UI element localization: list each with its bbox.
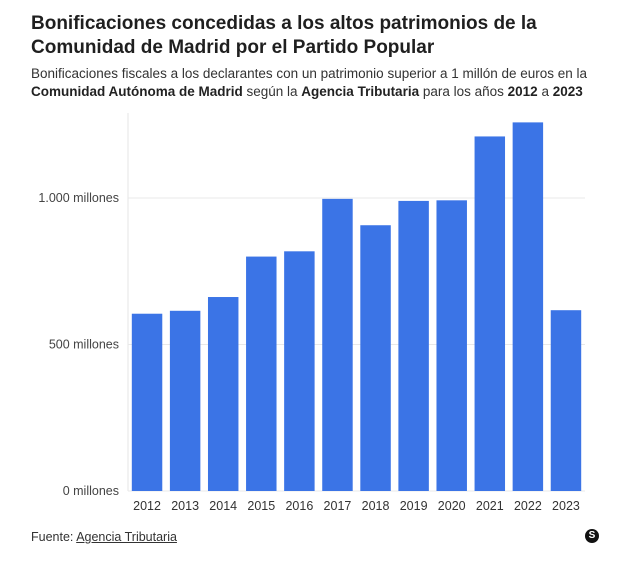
bar: [550, 310, 582, 491]
x-tick-label: 2020: [438, 499, 466, 513]
y-tick-label: 0 millones: [63, 484, 119, 498]
x-tick-label: 2015: [247, 499, 275, 513]
subtitle-part: según la: [242, 84, 302, 99]
bar: [474, 136, 506, 491]
source-link[interactable]: Agencia Tributaria: [76, 530, 177, 544]
source-note: Fuente: Agencia Tributaria: [31, 530, 177, 544]
bar: [398, 200, 429, 491]
chart-subtitle: Bonificaciones fiscales a los declarante…: [31, 65, 616, 101]
x-tick-label: 2022: [514, 499, 542, 513]
y-tick-label: 500 millones: [49, 337, 119, 351]
bar: [322, 198, 353, 492]
subtitle-part: Bonificaciones fiscales a los declarante…: [31, 66, 588, 81]
subtitle-part: para los años: [419, 84, 508, 99]
source-label: Fuente:: [31, 530, 77, 544]
bar: [512, 122, 544, 491]
x-tick-label: 2018: [362, 499, 390, 513]
x-tick-label: 2017: [324, 499, 352, 513]
x-tick-label: 2021: [476, 499, 504, 513]
publisher-logo-icon: S: [585, 529, 599, 543]
subtitle-agency: Agencia Tributaria: [301, 84, 420, 99]
x-tick-label: 2013: [171, 499, 199, 513]
x-tick-label: 2016: [285, 499, 313, 513]
bar: [169, 310, 201, 491]
chart-title: Bonificaciones concedidas a los altos pa…: [31, 13, 537, 58]
x-tick-label: 2023: [552, 499, 580, 513]
bar: [360, 225, 391, 492]
x-tick-label: 2012: [133, 499, 161, 513]
bar: [284, 251, 315, 491]
subtitle-start-year: 2012: [507, 84, 538, 99]
bar: [436, 200, 467, 491]
subtitle-part: a: [537, 84, 553, 99]
bar: [207, 297, 239, 491]
subtitle-end-year: 2023: [552, 84, 583, 99]
y-tick-label: 1.000 millones: [38, 191, 119, 205]
x-tick-label: 2014: [209, 499, 237, 513]
bar: [131, 313, 163, 491]
x-tick-label: 2019: [400, 499, 428, 513]
subtitle-region: Comunidad Autónoma de Madrid: [31, 84, 243, 99]
bar: [246, 256, 277, 491]
